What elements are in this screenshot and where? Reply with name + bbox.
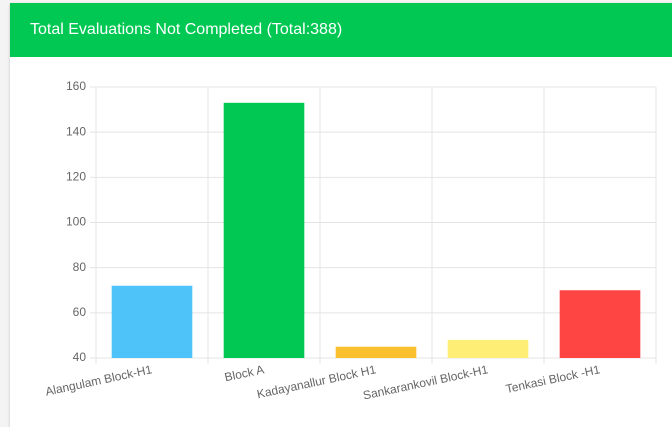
y-tick-label: 60 (73, 305, 87, 319)
y-tick-label: 40 (73, 350, 87, 364)
y-tick-label: 140 (66, 124, 86, 138)
bar (335, 346, 417, 358)
y-tick-label: 120 (66, 170, 86, 184)
y-tick-label: 160 (66, 79, 86, 93)
y-tick-label: 100 (66, 215, 86, 229)
bar (111, 285, 193, 358)
x-tick-label: Tenkasi Block -H1 (504, 362, 601, 396)
x-tick-label: Block A (223, 362, 265, 384)
bar (447, 339, 529, 358)
x-tick-label: Sankarankovil Block-H1 (362, 362, 490, 402)
x-tick-label: Kadayanallur Block H1 (256, 362, 378, 401)
bar (559, 290, 641, 358)
card-title: Total Evaluations Not Completed (Total:3… (10, 3, 672, 57)
x-tick-label: Alangulam Block-H1 (44, 362, 154, 398)
y-tick-label: 80 (73, 260, 87, 274)
bar (223, 102, 305, 358)
